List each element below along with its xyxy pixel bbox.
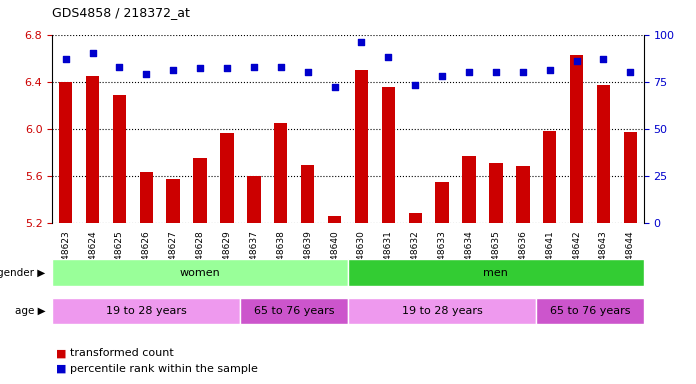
Bar xyxy=(193,158,207,223)
Point xyxy=(356,39,367,45)
Bar xyxy=(140,172,153,223)
Text: 65 to 76 years: 65 to 76 years xyxy=(550,306,631,316)
Bar xyxy=(52,298,240,324)
Bar xyxy=(166,179,180,223)
Bar xyxy=(220,133,234,223)
Point xyxy=(544,67,555,73)
Text: women: women xyxy=(180,268,221,278)
Bar xyxy=(328,216,341,223)
Text: 19 to 28 years: 19 to 28 years xyxy=(106,306,187,316)
Text: age ▶: age ▶ xyxy=(15,306,45,316)
Text: transformed count: transformed count xyxy=(70,348,173,358)
Text: 65 to 76 years: 65 to 76 years xyxy=(254,306,335,316)
Point xyxy=(168,67,179,73)
Point xyxy=(221,65,232,71)
Bar xyxy=(301,165,315,223)
Bar xyxy=(348,298,536,324)
Bar xyxy=(113,94,126,223)
Bar xyxy=(59,82,72,223)
Text: ■: ■ xyxy=(56,364,66,374)
Text: percentile rank within the sample: percentile rank within the sample xyxy=(70,364,258,374)
Point xyxy=(436,73,448,79)
Bar xyxy=(536,298,644,324)
Point xyxy=(141,71,152,77)
Point xyxy=(114,63,125,70)
Bar xyxy=(516,166,530,223)
Point xyxy=(490,69,501,75)
Text: GDS4858 / 218372_at: GDS4858 / 218372_at xyxy=(52,6,190,19)
Text: 19 to 28 years: 19 to 28 years xyxy=(402,306,482,316)
Point xyxy=(464,69,475,75)
Point xyxy=(194,65,205,71)
Bar xyxy=(462,156,476,223)
Point xyxy=(60,56,71,62)
Bar xyxy=(624,132,637,223)
Bar xyxy=(489,163,503,223)
Bar xyxy=(240,298,348,324)
Point xyxy=(410,82,421,88)
Point xyxy=(302,69,313,75)
Bar xyxy=(381,88,395,223)
Text: gender ▶: gender ▶ xyxy=(0,268,45,278)
Bar xyxy=(86,76,100,223)
Point xyxy=(571,58,582,64)
Point xyxy=(275,63,286,70)
Bar xyxy=(596,85,610,223)
Point xyxy=(598,56,609,62)
Text: men: men xyxy=(484,268,508,278)
Bar xyxy=(355,70,368,223)
Bar xyxy=(274,123,287,223)
Bar xyxy=(409,214,422,223)
Bar xyxy=(543,131,556,223)
Bar xyxy=(52,259,348,286)
Point xyxy=(248,63,260,70)
Point xyxy=(87,50,98,56)
Bar xyxy=(348,259,644,286)
Bar xyxy=(570,55,583,223)
Point xyxy=(329,84,340,90)
Point xyxy=(383,54,394,60)
Point xyxy=(625,69,636,75)
Bar xyxy=(247,176,260,223)
Bar xyxy=(436,182,449,223)
Point xyxy=(517,69,528,75)
Text: ■: ■ xyxy=(56,348,66,358)
